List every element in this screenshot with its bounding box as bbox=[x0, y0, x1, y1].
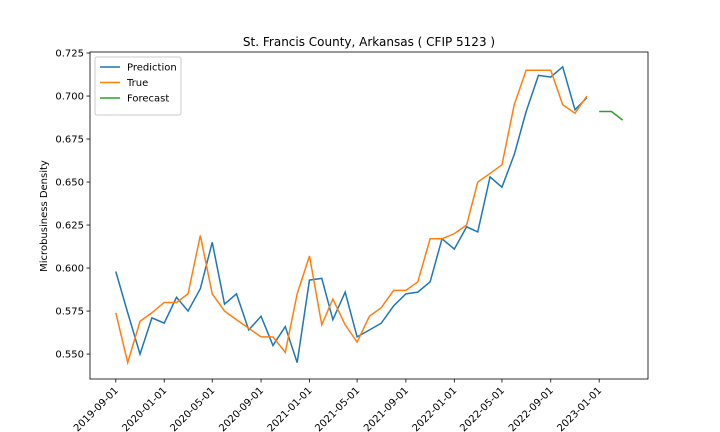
plot-frame bbox=[89, 51, 649, 380]
legend-label: Prediction bbox=[127, 63, 177, 74]
y-tick-label: 0.575 bbox=[55, 307, 84, 318]
legend-label: Forecast bbox=[127, 94, 169, 105]
series-line bbox=[115, 65, 588, 363]
y-tick-label: 0.700 bbox=[55, 92, 84, 103]
y-tick-label: 0.550 bbox=[55, 350, 84, 361]
series-line bbox=[115, 69, 588, 366]
y-tick-label: 0.675 bbox=[55, 135, 84, 146]
chart-title: St. Francis County, Arkansas ( CFIP 5123… bbox=[243, 35, 495, 49]
y-axis-label: Microbusiness Density bbox=[39, 160, 50, 272]
y-tick-label: 0.650 bbox=[55, 178, 84, 189]
series-line bbox=[599, 110, 624, 121]
legend-box bbox=[94, 56, 182, 116]
y-tick-label: 0.625 bbox=[55, 221, 84, 232]
y-tick-label: 0.725 bbox=[55, 49, 84, 60]
legend-label: True bbox=[126, 78, 148, 89]
y-tick-label: 0.600 bbox=[55, 264, 84, 275]
